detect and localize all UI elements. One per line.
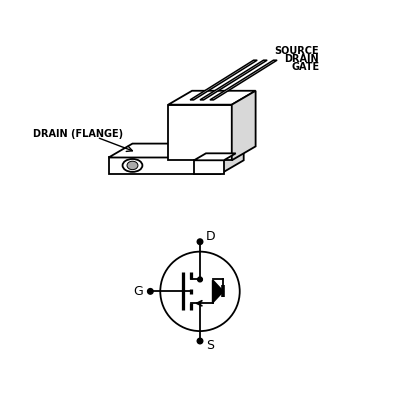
Ellipse shape — [122, 159, 142, 172]
Polygon shape — [168, 91, 256, 105]
Ellipse shape — [127, 161, 138, 170]
Polygon shape — [168, 105, 232, 160]
Circle shape — [198, 277, 202, 282]
Polygon shape — [220, 144, 244, 174]
Text: S: S — [206, 339, 214, 352]
Polygon shape — [232, 91, 256, 160]
Text: GATE: GATE — [291, 62, 319, 72]
Polygon shape — [200, 60, 267, 100]
Polygon shape — [190, 60, 257, 100]
Polygon shape — [210, 60, 277, 100]
Text: DRAIN: DRAIN — [284, 54, 319, 64]
Polygon shape — [194, 153, 236, 160]
Text: D: D — [206, 230, 216, 244]
Text: DRAIN (FLANGE): DRAIN (FLANGE) — [33, 130, 123, 140]
Circle shape — [197, 338, 203, 344]
Circle shape — [148, 288, 153, 294]
Polygon shape — [194, 160, 224, 174]
Circle shape — [197, 239, 203, 244]
Polygon shape — [109, 158, 220, 174]
Text: G: G — [134, 285, 143, 298]
Polygon shape — [109, 144, 244, 158]
Polygon shape — [213, 280, 223, 302]
Text: SOURCE: SOURCE — [274, 46, 319, 56]
